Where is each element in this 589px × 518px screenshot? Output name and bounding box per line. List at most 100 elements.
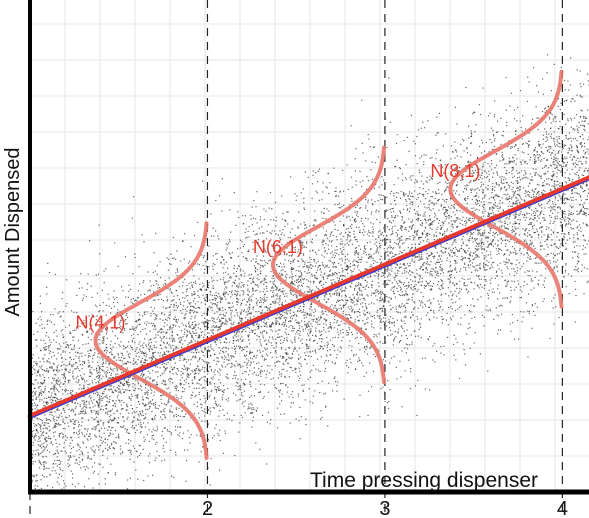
scatter-point bbox=[341, 267, 343, 269]
scatter-point bbox=[149, 345, 151, 347]
scatter-point bbox=[157, 352, 159, 354]
scatter-point bbox=[453, 220, 455, 222]
scatter-point bbox=[337, 381, 339, 383]
scatter-point bbox=[110, 340, 112, 342]
scatter-point bbox=[405, 239, 407, 241]
scatter-point bbox=[118, 433, 120, 436]
scatter-point bbox=[89, 372, 91, 374]
scatter-point bbox=[243, 223, 245, 225]
scatter-point bbox=[281, 373, 283, 375]
scatter-point bbox=[514, 221, 516, 223]
scatter-point bbox=[545, 131, 547, 133]
scatter-point bbox=[444, 251, 447, 253]
scatter-point bbox=[314, 210, 316, 212]
scatter-point bbox=[371, 199, 373, 201]
scatter-point bbox=[560, 198, 562, 200]
scatter-point bbox=[276, 356, 278, 358]
scatter-point bbox=[214, 299, 216, 301]
scatter-point bbox=[505, 181, 508, 184]
scatter-point bbox=[292, 283, 294, 285]
scatter-point bbox=[350, 176, 353, 178]
scatter-point bbox=[346, 265, 349, 267]
scatter-point bbox=[314, 349, 316, 351]
scatter-point bbox=[38, 369, 40, 371]
scatter-point bbox=[300, 272, 302, 274]
scatter-point bbox=[210, 213, 212, 215]
scatter-point bbox=[43, 391, 45, 393]
scatter-point bbox=[402, 284, 404, 286]
scatter-point bbox=[497, 333, 499, 335]
scatter-point bbox=[196, 368, 198, 370]
scatter-point bbox=[406, 299, 408, 301]
scatter-point bbox=[139, 314, 141, 316]
scatter-point bbox=[275, 317, 277, 319]
scatter-point bbox=[223, 361, 225, 363]
scatter-point bbox=[429, 319, 431, 321]
scatter-point bbox=[390, 308, 392, 310]
scatter-point bbox=[304, 224, 306, 226]
scatter-point bbox=[543, 298, 545, 300]
scatter-point bbox=[500, 269, 502, 271]
scatter-point bbox=[303, 207, 305, 209]
scatter-point bbox=[348, 235, 350, 237]
scatter-point bbox=[148, 339, 150, 341]
scatter-point bbox=[577, 213, 579, 215]
scatter-point bbox=[89, 349, 91, 351]
scatter-point bbox=[193, 282, 195, 284]
scatter-point bbox=[303, 208, 306, 210]
scatter-point bbox=[79, 384, 81, 386]
scatter-point bbox=[403, 221, 405, 223]
scatter-point bbox=[512, 182, 514, 184]
scatter-point bbox=[282, 291, 284, 293]
scatter-point bbox=[491, 291, 493, 293]
scatter-point bbox=[124, 363, 126, 365]
scatter-point bbox=[93, 454, 95, 456]
scatter-point bbox=[126, 431, 128, 433]
scatter-point bbox=[35, 391, 37, 393]
scatter-point bbox=[434, 361, 436, 363]
scatter-point bbox=[546, 72, 548, 74]
scatter-point bbox=[215, 292, 217, 294]
scatter-point bbox=[558, 128, 560, 130]
scatter-point bbox=[223, 346, 225, 348]
scatter-point bbox=[315, 220, 317, 222]
scatter-point bbox=[53, 377, 55, 379]
scatter-point bbox=[47, 419, 49, 421]
scatter-point bbox=[585, 160, 587, 163]
scatter-point bbox=[435, 191, 437, 193]
scatter-point bbox=[42, 374, 44, 376]
scatter-point bbox=[362, 306, 364, 308]
scatter-point bbox=[565, 144, 567, 147]
scatter-point bbox=[119, 401, 121, 403]
scatter-point bbox=[135, 355, 137, 357]
scatter-point bbox=[175, 407, 177, 409]
scatter-point bbox=[256, 322, 259, 324]
scatter-point bbox=[308, 346, 310, 348]
scatter-point bbox=[195, 323, 197, 325]
scatter-point bbox=[83, 386, 85, 388]
scatter-point bbox=[241, 392, 243, 394]
scatter-point bbox=[84, 486, 86, 488]
scatter-point bbox=[91, 367, 93, 369]
scatter-point bbox=[121, 327, 124, 329]
scatter-point bbox=[578, 121, 580, 123]
scatter-point bbox=[408, 359, 410, 361]
scatter-point bbox=[228, 317, 231, 319]
scatter-point bbox=[284, 316, 286, 318]
scatter-point bbox=[82, 433, 84, 435]
scatter-point bbox=[272, 338, 274, 340]
scatter-point bbox=[365, 349, 367, 351]
scatter-point bbox=[210, 344, 212, 346]
scatter-point bbox=[581, 163, 583, 165]
scatter-point bbox=[104, 447, 107, 449]
scatter-point bbox=[183, 357, 185, 359]
scatter-point bbox=[351, 227, 353, 229]
scatter-point bbox=[218, 415, 220, 417]
scatter-point bbox=[572, 128, 574, 130]
scatter-point bbox=[354, 254, 356, 256]
scatter-point bbox=[236, 285, 238, 287]
scatter-point bbox=[232, 336, 234, 338]
scatter-point bbox=[127, 367, 129, 369]
scatter-point bbox=[109, 448, 111, 450]
scatter-point bbox=[203, 255, 205, 257]
